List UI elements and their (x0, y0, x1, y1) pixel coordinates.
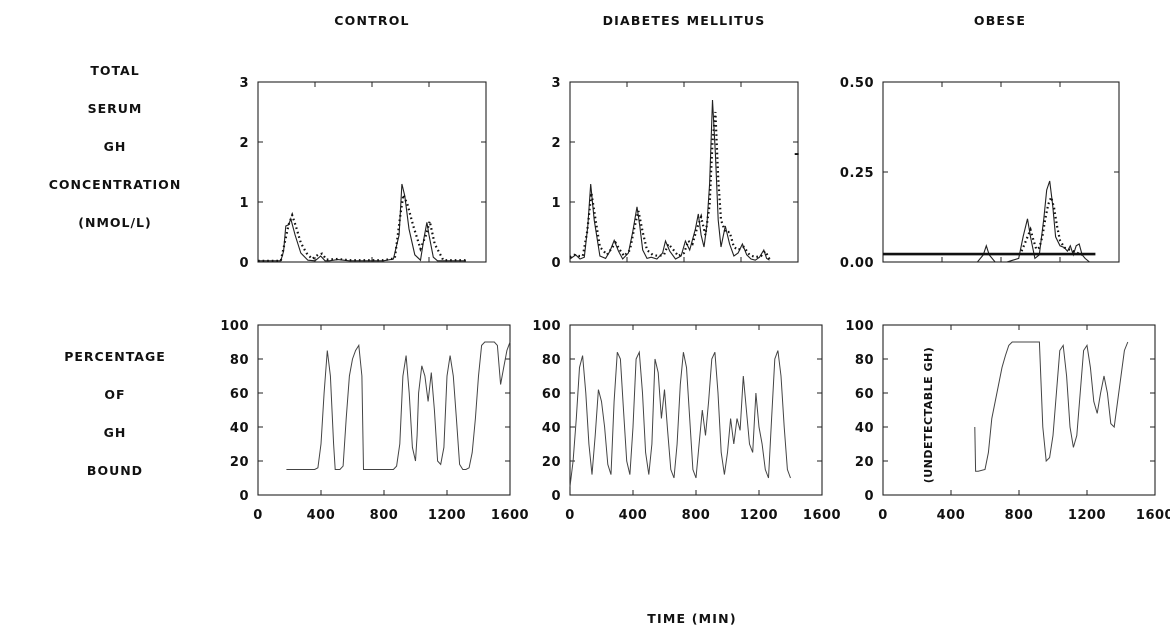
diabetes-annotation-dash: - (794, 147, 800, 162)
row-label-total: TOTAL (90, 63, 139, 78)
y-tick-label-80: 80 (230, 353, 249, 368)
row-label-gh-2: GH (104, 425, 127, 440)
y-tick-label-100: 100 (220, 319, 249, 334)
panel-obese-bound: 0 20 40 60 80 100 0 400 800 1200 1600 (845, 319, 1170, 523)
x-tick-label-1600: 1600 (1136, 508, 1170, 523)
series-line-solid-0 (258, 183, 466, 262)
y-tick-label-100: 100 (845, 319, 874, 334)
y-tick-label-60: 60 (855, 387, 874, 402)
series-line-solid-0 (569, 350, 791, 487)
x-tick-label-400: 400 (937, 508, 966, 523)
y-tick-label-1: 1 (239, 196, 249, 211)
series-line-dotted-1 (1020, 193, 1083, 256)
x-tick-label-1200: 1200 (1068, 508, 1106, 523)
y-tick-label-0: 0 (239, 489, 249, 504)
x-tick-label-800: 800 (682, 508, 711, 523)
y-tick-label-40: 40 (230, 421, 249, 436)
y-tick-label-0-50: 0.50 (840, 76, 874, 91)
obese-undetectable-note: (UNDETECTABLE GH) (922, 347, 935, 484)
x-tick-label-1200: 1200 (740, 508, 778, 523)
y-tick-label-2: 2 (239, 136, 249, 151)
y-tick-label-0: 0 (551, 256, 561, 271)
column-title-control: CONTROL (334, 13, 409, 28)
plot-frame (569, 81, 799, 263)
plot-frame (257, 81, 487, 263)
panel-diabetes-concentration: 0 1 2 3 (551, 76, 799, 271)
y-tick-label-20: 20 (542, 455, 561, 470)
y-tick-label-40: 40 (855, 421, 874, 436)
panel-control-concentration: 0 1 2 3 (239, 76, 487, 271)
series-line-solid-0 (971, 180, 1090, 263)
x-tick-label-0: 0 (565, 508, 575, 523)
y-tick-label-0: 0 (864, 489, 874, 504)
y-tick-label-1: 1 (551, 196, 561, 211)
series-line-dotted-1 (569, 111, 771, 260)
y-tick-label-3: 3 (239, 76, 249, 91)
x-tick-label-1200: 1200 (428, 508, 466, 523)
row-label-gh: GH (104, 139, 127, 154)
y-tick-label-0: 0 (239, 256, 249, 271)
x-tick-label-400: 400 (619, 508, 648, 523)
row-label-percentage: PERCENTAGE (64, 349, 166, 364)
panel-diabetes-bound: 0 20 40 60 80 100 0 400 800 1200 1600 (532, 319, 841, 523)
y-tick-label-20: 20 (230, 455, 249, 470)
y-tick-label-80: 80 (855, 353, 874, 368)
y-tick-label-60: 60 (542, 387, 561, 402)
x-tick-label-0: 0 (878, 508, 888, 523)
series-line-solid-0 (569, 99, 770, 261)
x-axis-label: TIME (MIN) (647, 611, 736, 626)
x-tick-label-800: 800 (1005, 508, 1034, 523)
y-tick-label-3: 3 (551, 76, 561, 91)
panel-control-bound: 0 20 40 60 80 100 0 400 800 1200 1600 (220, 319, 529, 523)
plot-frame (882, 81, 1120, 263)
y-tick-label-0-00: 0.00 (840, 256, 874, 271)
y-tick-label-40: 40 (542, 421, 561, 436)
row-label-of: OF (104, 387, 125, 402)
y-tick-label-2: 2 (551, 136, 561, 151)
x-tick-label-0: 0 (253, 508, 263, 523)
row-label-concentration: CONCENTRATION (49, 177, 182, 192)
column-title-obese: OBESE (974, 13, 1026, 28)
plot-frame (569, 324, 823, 496)
series-line-dotted-1 (258, 190, 466, 262)
row-label-units: (NMOL/L) (78, 215, 151, 230)
y-tick-label-100: 100 (532, 319, 561, 334)
panel-obese-concentration: 0.00 0.25 0.50 (840, 76, 1120, 271)
x-tick-label-1600: 1600 (803, 508, 841, 523)
x-tick-label-400: 400 (307, 508, 336, 523)
row-label-bound: BOUND (87, 463, 143, 478)
row-label-serum: SERUM (88, 101, 143, 116)
y-tick-label-60: 60 (230, 387, 249, 402)
y-tick-label-0: 0 (551, 489, 561, 504)
y-tick-label-0-25: 0.25 (840, 166, 874, 181)
y-tick-label-20: 20 (855, 455, 874, 470)
series-line-solid-0 (286, 341, 511, 470)
series-line-solid-0 (974, 341, 1129, 472)
column-title-diabetes: DIABETES MELLITUS (603, 13, 766, 28)
x-tick-label-1600: 1600 (491, 508, 529, 523)
x-tick-label-800: 800 (370, 508, 399, 523)
y-tick-label-80: 80 (542, 353, 561, 368)
